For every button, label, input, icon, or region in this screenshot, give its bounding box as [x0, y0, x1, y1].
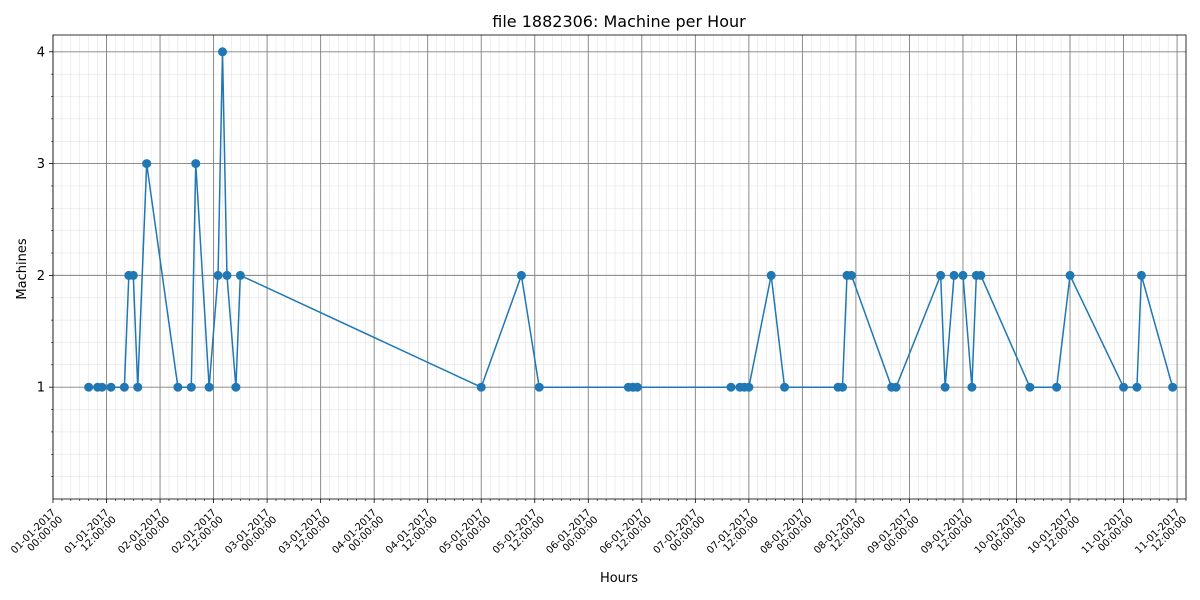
- data-point: [1025, 382, 1035, 392]
- x-tick-label: 09-01-201712:00:00: [919, 507, 975, 563]
- x-tick-label: 02-01-201700:00:00: [116, 507, 172, 563]
- x-tick-label: 08-01-201700:00:00: [759, 507, 815, 563]
- data-point: [231, 382, 241, 392]
- y-axis-label: Machines: [15, 238, 30, 299]
- data-point: [235, 270, 245, 280]
- x-tick-label: 05-01-201712:00:00: [491, 507, 547, 563]
- data-point: [516, 270, 526, 280]
- x-tick-label: 03-01-201700:00:00: [223, 507, 279, 563]
- x-tick-label: 04-01-201712:00:00: [384, 507, 440, 563]
- x-axis-label: Hours: [600, 571, 638, 586]
- x-tick-label: 01-01-201712:00:00: [63, 507, 119, 563]
- x-tick-label: 06-01-201712:00:00: [598, 507, 654, 563]
- data-point: [97, 382, 107, 392]
- data-point: [142, 159, 152, 169]
- data-point: [936, 270, 946, 280]
- data-point: [1132, 382, 1142, 392]
- x-tick-label: 05-01-201700:00:00: [437, 507, 493, 563]
- plot-frame: [52, 34, 1187, 500]
- data-point: [119, 382, 129, 392]
- data-point: [173, 382, 183, 392]
- data-point: [744, 382, 754, 392]
- y-tick-labels: 1 2 3 4: [37, 45, 45, 395]
- y-tick-label: 4: [37, 45, 45, 60]
- data-point: [838, 382, 848, 392]
- x-tick-label: 10-01-201712:00:00: [1026, 507, 1082, 563]
- x-tick-label: 07-01-201712:00:00: [705, 507, 761, 563]
- data-point: [632, 382, 642, 392]
- data-point: [1136, 270, 1146, 280]
- data-point: [476, 382, 486, 392]
- data-point: [218, 47, 228, 57]
- axis-ticks: [49, 51, 1187, 503]
- data-point: [766, 270, 776, 280]
- data-point: [128, 270, 138, 280]
- data-point: [213, 270, 223, 280]
- data-point: [186, 382, 196, 392]
- data-point: [780, 382, 790, 392]
- data-point: [958, 270, 968, 280]
- y-tick-label: 2: [37, 269, 45, 284]
- x-tick-label: 11-01-201700:00:00: [1080, 507, 1136, 563]
- data-point: [534, 382, 544, 392]
- data-point: [1119, 382, 1129, 392]
- x-tick-label: 01-01-201700:00:00: [9, 507, 65, 563]
- x-tick-label: 10-01-201700:00:00: [973, 507, 1029, 563]
- y-tick-label: 3: [37, 157, 45, 172]
- data-point: [1065, 270, 1075, 280]
- major-grid: [52, 35, 1186, 499]
- data-point: [846, 270, 856, 280]
- x-tick-label: 06-01-201700:00:00: [545, 507, 601, 563]
- series-polyline: [88, 51, 1174, 388]
- data-point: [84, 382, 94, 392]
- data-point: [204, 382, 214, 392]
- data-point: [967, 382, 977, 392]
- data-point: [726, 382, 736, 392]
- minor-grid: [53, 35, 1187, 499]
- x-tick-label: 09-01-201700:00:00: [866, 507, 922, 563]
- x-tick-labels: 01-01-201700:00:0001-01-201712:00:0002-0…: [9, 507, 1189, 563]
- data-point: [976, 270, 986, 280]
- x-tick-label: 08-01-201712:00:00: [812, 507, 868, 563]
- x-tick-label: 11-01-201712:00:00: [1133, 507, 1189, 563]
- series-line: [88, 51, 1174, 388]
- data-point: [949, 270, 959, 280]
- x-tick-label: 04-01-201700:00:00: [330, 507, 386, 563]
- x-tick-label: 07-01-201700:00:00: [652, 507, 708, 563]
- y-tick-label: 1: [37, 381, 45, 396]
- chart-title: file 1882306: Machine per Hour: [492, 12, 746, 31]
- data-point: [106, 382, 116, 392]
- x-tick-label: 03-01-201712:00:00: [277, 507, 333, 563]
- data-point: [222, 270, 232, 280]
- data-point: [891, 382, 901, 392]
- data-point: [191, 159, 201, 169]
- data-point: [940, 382, 950, 392]
- x-tick-label: 02-01-201712:00:00: [170, 507, 226, 563]
- series-points: [84, 47, 1178, 392]
- data-point: [1052, 382, 1062, 392]
- data-point: [1168, 382, 1178, 392]
- data-point: [133, 382, 143, 392]
